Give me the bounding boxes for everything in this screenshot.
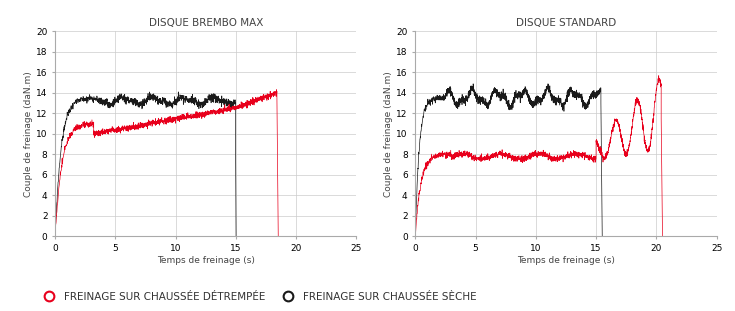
Title: DISQUE BREMBO MAX: DISQUE BREMBO MAX xyxy=(148,17,263,28)
X-axis label: Temps de freinage (s): Temps de freinage (s) xyxy=(157,256,255,265)
Y-axis label: Couple de freinage (daN.m): Couple de freinage (daN.m) xyxy=(24,71,33,197)
Title: DISQUE STANDARD: DISQUE STANDARD xyxy=(516,17,616,28)
Y-axis label: Couple de freinage (daN.m): Couple de freinage (daN.m) xyxy=(384,71,393,197)
X-axis label: Temps de freinage (s): Temps de freinage (s) xyxy=(517,256,615,265)
Legend: FREINAGE SUR CHAUSSÉE DÉTREMPÉE, FREINAGE SUR CHAUSSÉE SÈCHE: FREINAGE SUR CHAUSSÉE DÉTREMPÉE, FREINAG… xyxy=(35,287,481,306)
